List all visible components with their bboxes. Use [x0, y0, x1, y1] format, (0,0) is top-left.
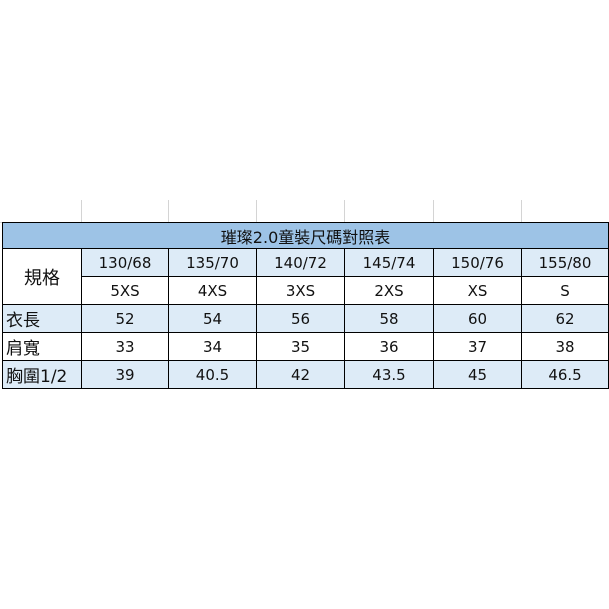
- size-cm-cell: 135/70: [168, 248, 257, 277]
- value-cell: 60: [433, 304, 522, 333]
- size-cm-cell: 130/68: [81, 248, 169, 277]
- value-cell: 36: [344, 332, 434, 361]
- size-cm-cell: 150/76: [433, 248, 522, 277]
- size-cm-cell: 140/72: [256, 248, 345, 277]
- value-cell: 40.5: [168, 360, 257, 389]
- size-label-cell: 4XS: [168, 276, 257, 305]
- value-cell: 43.5: [344, 360, 434, 389]
- table-row-shoulder: 肩寬 33 34 35 36 37 38: [2, 332, 609, 361]
- value-cell: 33: [81, 332, 169, 361]
- row-label: 肩寬: [2, 332, 82, 361]
- value-cell: 62: [520, 304, 609, 333]
- size-label-row: 5XS 4XS 3XS 2XS XS S: [3, 276, 609, 305]
- size-chart-table: 璀璨2.0童裝尺碼對照表 規格 130/68 135/70 140/72 145…: [1, 222, 609, 389]
- size-label-cell: 2XS: [344, 276, 434, 305]
- value-cell: 42: [256, 360, 345, 389]
- value-cell: 52: [81, 304, 169, 333]
- value-cell: 38: [520, 332, 609, 361]
- table-row-length: 衣長 52 54 56 58 60 62: [2, 304, 609, 333]
- value-cell: 35: [256, 332, 345, 361]
- row-label: 胸圍1/2: [2, 360, 82, 389]
- table-title: 璀璨2.0童裝尺碼對照表: [1, 222, 609, 249]
- spec-label: 規格: [2, 248, 82, 305]
- size-label-cell: S: [520, 276, 609, 305]
- size-label-cell: XS: [433, 276, 522, 305]
- value-cell: 34: [168, 332, 257, 361]
- value-cell: 58: [344, 304, 434, 333]
- value-cell: 37: [433, 332, 522, 361]
- value-cell: 39: [81, 360, 169, 389]
- value-cell: 46.5: [520, 360, 609, 389]
- size-cm-cell: 145/74: [344, 248, 434, 277]
- size-cm-cell: 155/80: [520, 248, 609, 277]
- value-cell: 45: [433, 360, 522, 389]
- size-cm-row: 規格 130/68 135/70 140/72 145/74 150/76 15…: [2, 248, 609, 305]
- size-label-cell: 5XS: [81, 276, 169, 305]
- table-row-chest: 胸圍1/2 39 40.5 42 43.5 45 46.5: [2, 360, 609, 389]
- value-cell: 56: [256, 304, 345, 333]
- size-label-cell: 3XS: [256, 276, 345, 305]
- spreadsheet-gridlines: [0, 200, 609, 223]
- row-label: 衣長: [2, 304, 82, 333]
- value-cell: 54: [168, 304, 257, 333]
